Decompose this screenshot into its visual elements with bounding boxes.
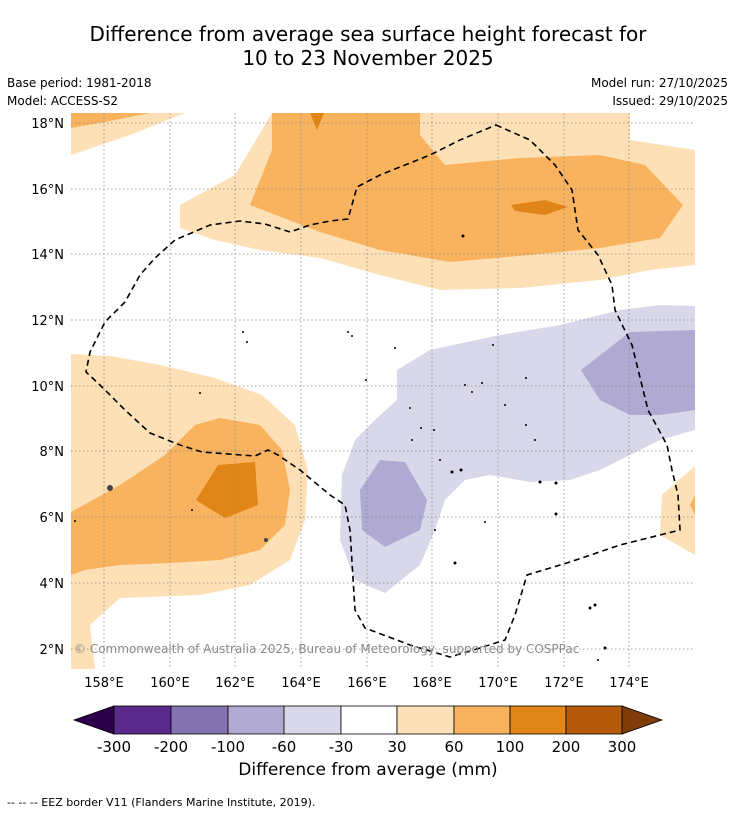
pos30-east-region (660, 466, 695, 555)
lon-label: 162°E (215, 676, 255, 691)
meta-left: Base period: 1981-2018 Model: ACCESS-S2 (7, 74, 152, 110)
pos60-east-patch (690, 495, 695, 515)
neg100-west-patch (360, 460, 427, 547)
lat-label: 2°N (40, 643, 65, 658)
colorbar-tick: -300 (97, 738, 131, 756)
pos60-north-region (250, 113, 683, 262)
lon-label: 158°E (84, 676, 124, 691)
colorbar-swatch-pos200 (565, 705, 623, 735)
title-line-2: 10 to 23 November 2025 (242, 46, 494, 70)
colorbar-swatch-pos100 (509, 705, 567, 735)
lat-labels: 18°N 16°N 14°N 12°N 10°N 8°N 6°N 4°N 2°N (31, 117, 64, 658)
colorbar-tick: 200 (552, 738, 581, 756)
base-period: Base period: 1981-2018 (7, 76, 152, 90)
colorbar-tick: -60 (272, 738, 297, 756)
lat-label: 16°N (31, 183, 64, 198)
colorbar-tick: 60 (444, 738, 463, 756)
lon-label: 174°E (609, 676, 649, 691)
lat-label: 10°N (31, 380, 64, 395)
issued-date: Issued: 29/10/2025 (612, 94, 728, 108)
colorbar-swatch-neg200 (170, 705, 229, 735)
lat-label: 14°N (31, 248, 64, 263)
copyright-text: © Commonwealth of Australia 2025, Bureau… (74, 642, 579, 656)
lat-label: 18°N (31, 117, 64, 132)
colorbar-swatch-neg300 (113, 705, 172, 735)
model-name: Model: ACCESS-S2 (7, 94, 119, 108)
meta-right: Model run: 27/10/2025 Issued: 29/10/2025 (591, 74, 728, 110)
pos100-west-patch (196, 462, 258, 518)
colorbar-swatch-neg60 (283, 705, 342, 735)
colorbar-swatch-neg100 (227, 705, 285, 735)
lat-label: 4°N (40, 577, 65, 592)
colorbar-swatch-pos30 (396, 705, 455, 735)
eez-footnote: -- -- -- EEZ border V11 (Flanders Marine… (7, 796, 316, 809)
colorbar: -300 -200 -100 -60 -30 30 60 100 200 300 (72, 705, 664, 756)
model-run: Model run: 27/10/2025 (590, 76, 728, 90)
colorbar-title: Difference from average (mm) (238, 760, 498, 780)
lat-label: 12°N (31, 314, 64, 329)
colorbar-extend-low (72, 705, 115, 735)
chart-title: Difference from average sea surface heig… (0, 22, 736, 70)
colorbar-tick: -30 (329, 738, 354, 756)
colorbar-tick: -100 (211, 738, 245, 756)
colorbar-tick: 100 (496, 738, 525, 756)
pos30-topleft-region (71, 113, 185, 155)
colorbar-swatch-neutral (340, 705, 398, 735)
map-plot-area: © Commonwealth of Australia 2025, Bureau… (71, 113, 695, 669)
pos60-topleft-region (71, 113, 150, 128)
colorbar-swatch-pos60 (453, 705, 511, 735)
lon-label: 170°E (478, 676, 518, 691)
lat-label: 6°N (40, 511, 65, 526)
lon-label: 166°E (347, 676, 387, 691)
lon-labels: 158°E 160°E 162°E 164°E 166°E 168°E 170°… (84, 676, 649, 691)
eez-border-line (85, 124, 681, 658)
colorbar-tick: 30 (387, 738, 406, 756)
lon-label: 164°E (281, 676, 321, 691)
lon-label: 168°E (412, 676, 452, 691)
pos100-north-patch (511, 200, 568, 215)
colorbar-tick: 300 (608, 738, 637, 756)
colorbar-tick: -200 (154, 738, 188, 756)
lat-label: 8°N (40, 445, 65, 460)
lon-label: 160°E (150, 676, 190, 691)
title-line-1: Difference from average sea surface heig… (89, 22, 647, 46)
pos100-north-top-patch (310, 113, 324, 130)
colorbar-extend-high (621, 705, 664, 735)
lon-label: 172°E (544, 676, 584, 691)
gridlines (71, 113, 695, 669)
